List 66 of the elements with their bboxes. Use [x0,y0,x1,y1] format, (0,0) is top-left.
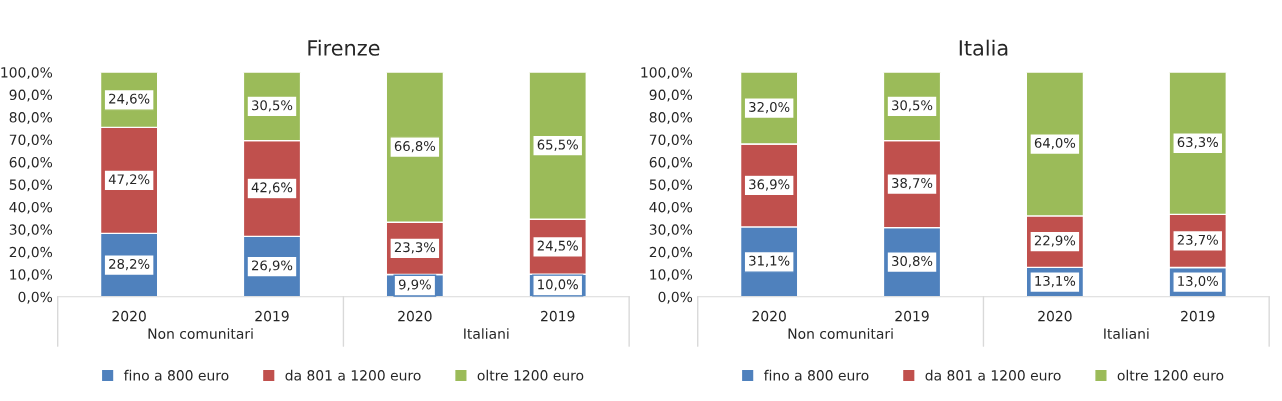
y-tick-label: 80,0% [9,112,53,124]
data-label: 23,7% [1177,234,1218,247]
chart-title: Italia [959,39,1008,56]
y-tick-label: 30,0% [9,224,53,237]
legend-label: oltre 1200 euro [477,369,584,381]
y-tick-label: 20,0% [649,246,693,259]
data-label: 32,0% [749,101,790,114]
text: Non comunitari [788,328,893,339]
data-label: 13,0% [1178,275,1218,288]
y-tick-label: 0,0% [658,291,693,304]
y-tick-label: 40,0% [649,201,693,214]
y-tick-label: 30,0% [649,224,693,237]
data-label: 63,3% [1177,137,1218,149]
x-tick-label: 2019 [1181,310,1215,322]
legend-label: da 801 a 1200 euro [925,369,1061,381]
legend-label: fino a 800 euro [123,369,229,381]
chart-title: Firenze [308,39,380,56]
y-tick-label: 60,0% [9,156,53,169]
y-tick-label: 70,0% [9,134,53,147]
y-tick-label: 0,0% [18,291,53,304]
y-tick-label: 100,0% [1,67,53,80]
x-tick-label: 2019 [541,310,575,322]
y-tick-label: 100,0% [641,67,693,80]
y-tick-label: 10,0% [650,269,693,282]
text: Non comunitari [148,328,253,339]
data-label: 38,7% [892,177,933,190]
x-tick-label: 2020 [752,310,786,322]
legend-label: da 801 a 1200 euro [285,369,421,381]
data-label: 47,2% [108,174,150,186]
data-label: 42,6% [251,182,293,194]
y-tick-label: 40,0% [9,201,53,214]
x-tick-label: 2020 [112,310,146,322]
data-label: 30,8% [892,256,933,268]
data-label: 31,1% [749,255,790,267]
data-label: 30,5% [892,100,933,112]
y-tick-label: 90,0% [9,89,53,102]
x-tick-label: 2019 [895,310,929,322]
data-label: 24,5% [537,240,578,252]
y-tick-label: 20,0% [9,246,53,259]
data-label: 30,5% [252,100,293,112]
y-tick-label: 50,0% [9,179,53,192]
data-label: 13,1% [1035,275,1076,288]
data-label: 28,2% [109,258,150,271]
legend-label: fino a 800 euro [763,369,869,381]
y-tick-label: 90,0% [649,89,693,102]
y-tick-label: 10,0% [10,269,53,282]
data-label: 22,9% [1034,235,1076,247]
data-label: 23,3% [394,242,436,254]
data-label: 24,6% [109,93,150,105]
y-tick-label: 60,0% [649,156,693,169]
data-label: 36,9% [749,179,790,191]
data-label: 66,8% [394,141,436,153]
data-label: 10,0% [538,279,578,291]
x-tick-label: 2019 [255,310,289,322]
x-tick-label: 2020 [1038,310,1072,322]
data-label: 65,5% [537,139,578,151]
text: Italiani [464,328,509,339]
data-label: 26,9% [252,260,293,272]
x-tick-label: 2020 [398,310,432,322]
y-tick-label: 70,0% [649,134,693,147]
legend-label: oltre 1200 euro [1117,369,1224,381]
y-tick-label: 50,0% [649,179,693,192]
y-tick-label: 80,0% [649,112,693,124]
data-label: 9,9% [398,279,431,291]
text: Italiani [1104,328,1149,339]
data-label: 64,0% [1034,137,1076,150]
